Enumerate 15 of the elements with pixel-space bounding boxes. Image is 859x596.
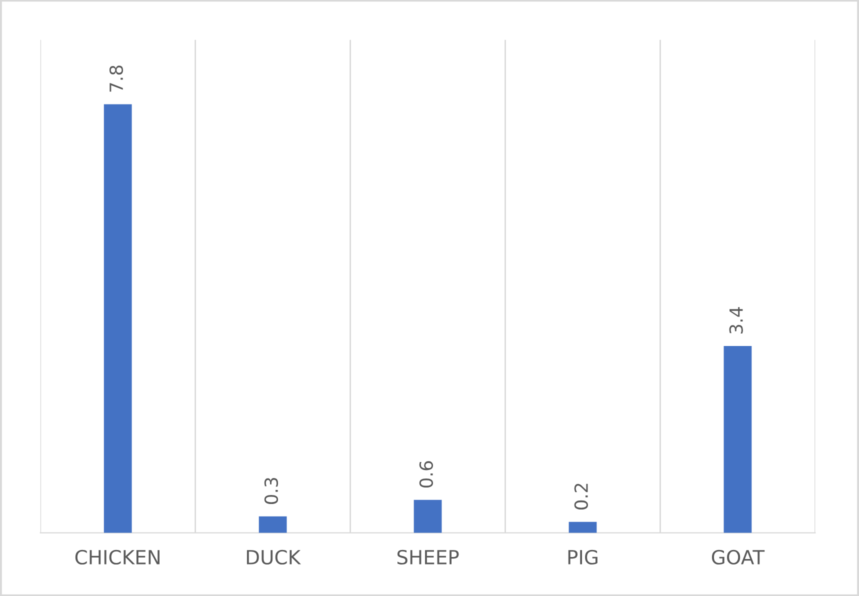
bar	[104, 104, 132, 533]
data-label: 0.6	[419, 461, 434, 488]
x-tick-label: GOAT	[712, 550, 765, 565]
data-label: 7.8	[109, 66, 124, 92]
data-label: 3.4	[729, 307, 743, 334]
x-tick-label: SHEEP	[397, 550, 459, 565]
x-tick-label: DUCK	[246, 550, 301, 565]
x-tick-label: PIG	[568, 550, 598, 565]
bar	[258, 516, 287, 533]
data-label: 0.2	[574, 484, 588, 510]
x-tick-label: CHICKEN	[75, 550, 160, 565]
bar	[568, 522, 597, 533]
bar	[414, 500, 442, 533]
data-label: 0.3	[264, 478, 278, 504]
bar	[724, 346, 752, 533]
